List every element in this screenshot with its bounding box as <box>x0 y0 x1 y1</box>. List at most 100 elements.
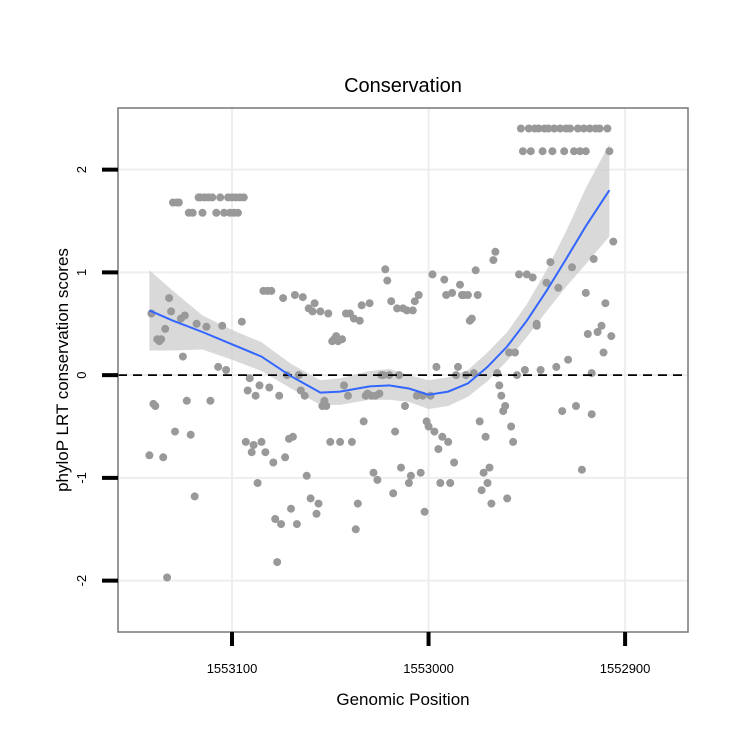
data-point <box>216 193 225 202</box>
data-point <box>375 389 384 398</box>
data-point <box>292 520 301 529</box>
data-point <box>406 471 415 480</box>
data-point <box>497 391 506 400</box>
data-point <box>424 422 433 431</box>
data-point <box>410 297 419 306</box>
data-point <box>509 437 518 446</box>
data-point <box>581 288 590 297</box>
data-point <box>373 475 382 484</box>
data-point <box>190 492 199 501</box>
data-point <box>505 348 514 357</box>
data-point <box>601 299 610 308</box>
data-point <box>511 348 519 357</box>
data-point <box>395 371 404 380</box>
data-point <box>456 280 464 289</box>
y-tick-label: 1 <box>74 269 89 276</box>
data-point <box>605 147 614 156</box>
data-point <box>326 437 335 446</box>
data-point <box>387 297 396 306</box>
data-point <box>609 237 618 246</box>
data-point <box>243 386 252 395</box>
data-point <box>369 468 378 477</box>
data-point <box>261 448 270 457</box>
data-point <box>306 494 315 503</box>
data-point <box>501 402 510 410</box>
data-point <box>157 335 166 344</box>
data-point <box>298 293 307 302</box>
data-point <box>355 316 364 325</box>
data-point <box>316 307 325 316</box>
data-point <box>365 299 374 308</box>
x-tick-label: 1553000 <box>403 661 454 676</box>
data-point <box>587 410 596 419</box>
data-point <box>288 432 297 441</box>
data-point <box>206 396 215 405</box>
y-tick-label: 0 <box>74 372 89 379</box>
data-point <box>420 507 429 516</box>
data-point <box>475 417 484 426</box>
data-point <box>208 193 217 202</box>
data-point <box>279 294 288 303</box>
data-point <box>434 445 443 454</box>
data-point <box>483 479 492 487</box>
data-point <box>552 362 561 371</box>
data-point <box>487 499 496 508</box>
data-point <box>542 278 551 287</box>
data-point <box>489 256 498 265</box>
data-point <box>471 266 480 275</box>
data-point <box>222 366 231 374</box>
data-point <box>233 208 242 217</box>
data-point <box>544 124 553 133</box>
data-point <box>265 383 274 392</box>
chart-title: Conservation <box>344 75 462 97</box>
data-point <box>290 291 299 299</box>
data-point <box>300 391 309 400</box>
data-point <box>267 286 276 295</box>
data-point <box>214 362 223 371</box>
data-point <box>536 366 545 374</box>
y-tick-label: -2 <box>74 575 89 587</box>
data-point <box>556 124 565 133</box>
data-point <box>391 427 400 436</box>
data-point <box>402 306 411 315</box>
data-point <box>450 458 459 467</box>
data-point <box>269 458 278 467</box>
data-point <box>312 509 321 518</box>
data-point <box>577 465 586 474</box>
data-point <box>507 422 516 431</box>
data-point <box>314 499 323 508</box>
data-points <box>145 124 618 582</box>
data-point <box>393 304 402 313</box>
data-point <box>440 275 449 284</box>
data-point <box>351 525 360 534</box>
data-point <box>383 276 392 285</box>
data-point <box>568 263 576 272</box>
data-point <box>159 453 168 462</box>
data-point <box>454 362 462 371</box>
data-point <box>245 374 254 383</box>
data-point <box>579 124 588 133</box>
data-point <box>251 391 260 400</box>
data-point <box>165 294 174 303</box>
x-axis-ticks: 1553100 1553000 1552900 <box>207 632 651 676</box>
data-point <box>534 124 543 133</box>
data-point <box>446 479 455 487</box>
data-point <box>558 407 567 416</box>
data-point <box>607 332 616 341</box>
data-point <box>414 291 423 299</box>
data-point <box>597 321 606 330</box>
data-point <box>401 402 409 410</box>
data-point <box>188 208 197 217</box>
x-tick-label: 1552900 <box>600 661 651 676</box>
data-point <box>379 371 388 380</box>
data-point <box>336 437 345 446</box>
data-point <box>595 124 604 133</box>
data-point <box>538 147 547 156</box>
data-point <box>287 504 295 513</box>
data-point <box>593 328 602 336</box>
y-tick-label: 2 <box>74 166 89 173</box>
data-point <box>239 193 248 202</box>
y-axis-label: phyloP LRT conservation scores <box>53 248 72 492</box>
data-point <box>310 299 319 308</box>
data-point <box>353 499 362 508</box>
